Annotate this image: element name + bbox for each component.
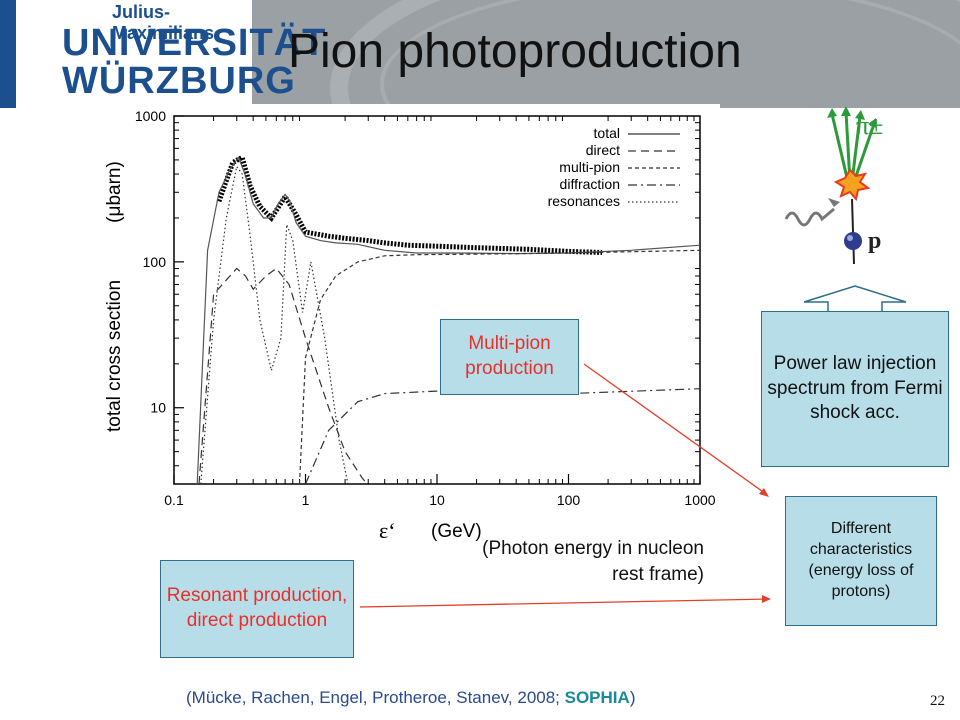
- series-line-resonances: [200, 165, 349, 484]
- logo-blue-bar: [0, 0, 16, 108]
- photon-energy-note: (Photon energy in nucleon rest frame): [482, 538, 704, 585]
- citation-code: SOPHIA: [564, 688, 630, 707]
- different-characteristics-box: Different characteristics (energy loss o…: [785, 496, 937, 626]
- series-line-total: [196, 156, 700, 484]
- power-law-box: Power law injection spectrum from Fermi …: [761, 311, 949, 467]
- pion-arrows-icon: [830, 111, 876, 183]
- photon-wave-icon: [784, 207, 835, 227]
- y-axis-unit: (μbarn): [104, 161, 125, 223]
- pion-label: π±: [856, 111, 883, 140]
- interaction-diagram: p π±: [784, 106, 883, 265]
- resonant-box: Resonant production, direct production: [160, 560, 354, 658]
- legend-label-diffraction: diffraction: [560, 176, 620, 192]
- multipion-text: Multi-pion production: [465, 333, 554, 379]
- citation-close: ): [629, 688, 636, 707]
- y-axis-label: total cross section: [104, 280, 125, 432]
- proton-label: p: [868, 228, 881, 254]
- legend-label-direct: direct: [586, 142, 620, 158]
- arrowhead-multipion-icon: [759, 488, 769, 497]
- logo-line-2: UNIVERSITÄT: [62, 22, 327, 64]
- citation: (Mücke, Rachen, Engel, Protheroe, Stanev…: [186, 688, 635, 708]
- logo-line-1: Julius-Maximilians-: [112, 2, 221, 43]
- x-tick-label: 1000: [684, 492, 715, 508]
- x-tick-label: 1: [302, 492, 310, 508]
- plot-frame: [173, 115, 701, 485]
- up-arrow-icon: [803, 285, 907, 312]
- legend-label-multi-pion: multi-pion: [559, 159, 620, 175]
- resonant-text: Resonant production, direct production: [166, 585, 348, 631]
- x-tick-label: 100: [557, 492, 581, 508]
- y-tick-label: 1000: [135, 108, 166, 124]
- page-number: 22: [930, 693, 945, 709]
- measurement-points-band: [216, 153, 603, 255]
- chart-background: [88, 104, 720, 544]
- arrowhead-resonant-icon: [762, 595, 771, 603]
- y-tick-label: 10: [150, 400, 166, 416]
- arrow-resonant-to-characteristics: [359, 598, 769, 608]
- proton-track: [851, 198, 855, 265]
- page-title: Pion photoproduction: [288, 25, 742, 78]
- multipion-box: Multi-pion production: [440, 319, 579, 395]
- collision-burst-icon: [833, 168, 871, 202]
- legend-label-total: total: [594, 125, 620, 141]
- pion-arrowheads-icon: [827, 106, 876, 128]
- citation-authors: (Mücke, Rachen, Engel, Protheroe, Stanev…: [186, 688, 565, 707]
- x-tick-label: 10: [429, 492, 445, 508]
- x-axis-symbol: ε‘: [379, 518, 396, 543]
- series-line-multi-pion: [298, 249, 700, 484]
- logo-line-3: WÜRZBURG: [62, 60, 296, 102]
- legend-label-resonances: resonances: [548, 193, 620, 209]
- x-axis-unit: (GeV): [431, 521, 482, 542]
- cross-section-chart: 0.1 1 10 100 1000 10 100 1000 totaldirectmulti-p…: [88, 104, 720, 544]
- different-characteristics-text: Different characteristics (energy loss o…: [808, 520, 914, 600]
- x-tick-label: 0.1: [164, 492, 184, 508]
- proton-highlight: [847, 235, 853, 241]
- power-law-text: Power law injection spectrum from Fermi …: [767, 352, 943, 424]
- proton-ball-icon: [844, 232, 862, 250]
- series-line-direct: [198, 267, 369, 484]
- photon-arrowhead-icon: [828, 198, 840, 207]
- university-logo: Julius-Maximilians- UNIVERSITÄT WÜRZBURG: [0, 0, 325, 108]
- y-tick-label: 100: [143, 254, 167, 270]
